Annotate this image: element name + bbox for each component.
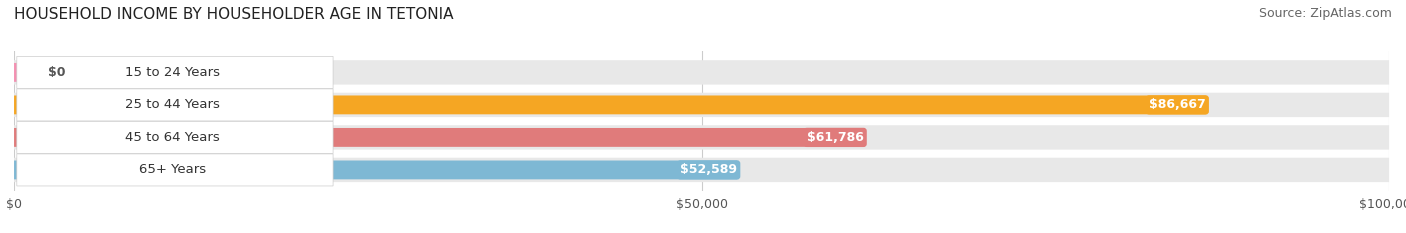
FancyBboxPatch shape bbox=[17, 56, 333, 88]
Text: $61,786: $61,786 bbox=[807, 131, 863, 144]
FancyBboxPatch shape bbox=[14, 128, 863, 147]
Text: $52,589: $52,589 bbox=[681, 163, 737, 176]
FancyBboxPatch shape bbox=[14, 96, 1206, 114]
Text: $86,667: $86,667 bbox=[1149, 98, 1206, 111]
FancyBboxPatch shape bbox=[17, 121, 333, 154]
FancyBboxPatch shape bbox=[14, 93, 1389, 117]
FancyBboxPatch shape bbox=[14, 63, 39, 82]
Text: $0: $0 bbox=[48, 66, 66, 79]
Text: 65+ Years: 65+ Years bbox=[139, 163, 205, 176]
Text: 15 to 24 Years: 15 to 24 Years bbox=[125, 66, 219, 79]
FancyBboxPatch shape bbox=[14, 158, 1389, 182]
FancyBboxPatch shape bbox=[14, 161, 737, 179]
Text: HOUSEHOLD INCOME BY HOUSEHOLDER AGE IN TETONIA: HOUSEHOLD INCOME BY HOUSEHOLDER AGE IN T… bbox=[14, 7, 454, 22]
FancyBboxPatch shape bbox=[17, 89, 333, 121]
FancyBboxPatch shape bbox=[17, 154, 333, 186]
Text: 45 to 64 Years: 45 to 64 Years bbox=[125, 131, 219, 144]
Text: 25 to 44 Years: 25 to 44 Years bbox=[125, 98, 219, 111]
FancyBboxPatch shape bbox=[14, 60, 1389, 85]
FancyBboxPatch shape bbox=[14, 125, 1389, 150]
Text: Source: ZipAtlas.com: Source: ZipAtlas.com bbox=[1258, 7, 1392, 20]
